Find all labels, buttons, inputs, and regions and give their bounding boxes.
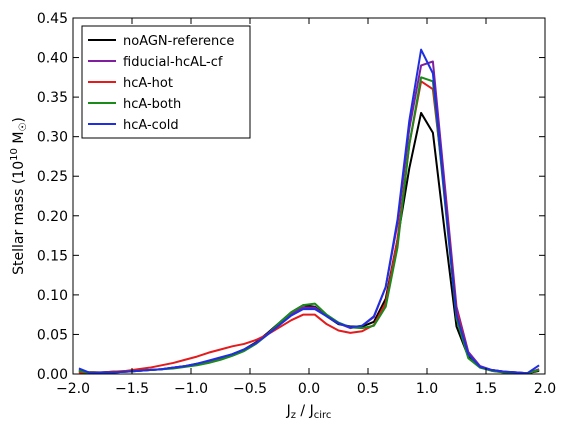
x-tick-label: −1.0 [174,381,208,397]
y-tick-label: 0.10 [37,288,68,304]
y-tick-label: 0.00 [37,367,68,383]
y-tick-label: 0.30 [37,130,68,146]
legend: noAGN-reference fiducial-hcAL-cf hcA-hot hc… [81,25,251,139]
legend-label: hcA-cold [123,118,179,133]
legend-label: hcA-both [123,97,181,112]
x-tick-label: 1.0 [416,381,438,397]
y-tick-label: 0.15 [37,248,68,264]
series-lines [78,48,540,375]
x-tick-label: −0.5 [233,381,267,397]
y-tick-label: 0.45 [37,11,68,27]
y-tick-label: 0.35 [37,90,68,106]
series-line-hca-cold [78,48,540,375]
x-tick-label: −2.0 [56,381,90,397]
legend-label: hcA-hot [123,76,173,91]
y-tick-label: 0.40 [37,51,68,67]
x-tick-label: 2.0 [534,381,556,397]
y-tick-label: 0.05 [37,327,68,343]
legend-label: fiducial-hcAL-cf [123,55,223,70]
x-tick-label: −1.5 [115,381,149,397]
y-tick-label: 0.20 [37,209,68,225]
x-axis-label: Jz / Jcirc [286,403,332,421]
x-tick-label: 0.5 [357,381,379,397]
x-tick-label: 0.0 [298,381,320,397]
axis-ticks: −2.0 −1.5 −1.0 −0.5 0.0 0.5 1.0 1.5 2.0 0.00 0.05 0… [37,11,556,397]
y-axis-label: Stellar mass (1010 M☉) [9,117,29,275]
legend-label: noAGN-reference [123,34,234,49]
y-tick-label: 0.25 [37,169,68,185]
x-tick-label: 1.5 [475,381,497,397]
